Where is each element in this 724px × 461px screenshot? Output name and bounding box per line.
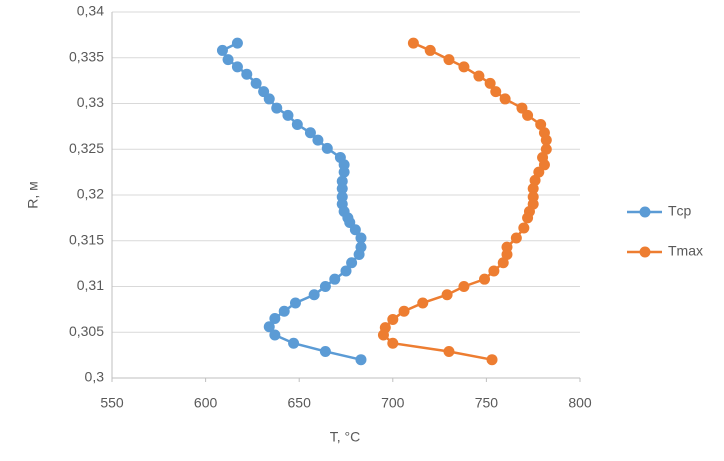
x-axis-label: T, °C bbox=[330, 429, 361, 445]
point bbox=[501, 248, 513, 260]
point bbox=[216, 44, 228, 56]
point bbox=[377, 329, 389, 341]
point bbox=[355, 232, 367, 244]
point bbox=[527, 183, 539, 195]
point bbox=[263, 321, 275, 333]
y-tick-label: 0,34 bbox=[77, 3, 104, 19]
point bbox=[231, 61, 243, 73]
point bbox=[291, 119, 303, 131]
x-tick-label: 600 bbox=[194, 395, 218, 411]
point bbox=[529, 174, 541, 186]
point bbox=[222, 54, 234, 66]
point bbox=[231, 37, 243, 49]
point bbox=[522, 109, 534, 121]
point bbox=[355, 354, 367, 366]
point bbox=[346, 257, 358, 269]
point bbox=[282, 109, 294, 121]
point bbox=[353, 248, 365, 260]
x-tick-label: 800 bbox=[568, 395, 592, 411]
y-tick-label: 0,33 bbox=[77, 94, 104, 110]
point bbox=[349, 224, 361, 236]
point bbox=[269, 329, 281, 341]
y-tick-label: 0,31 bbox=[77, 277, 104, 293]
point bbox=[241, 68, 253, 80]
point bbox=[319, 345, 331, 357]
point bbox=[458, 281, 470, 292]
point bbox=[289, 297, 301, 309]
point bbox=[479, 273, 491, 285]
point bbox=[250, 77, 262, 89]
point bbox=[441, 289, 453, 301]
point bbox=[499, 93, 511, 105]
y-tick-label: 0,325 bbox=[69, 140, 104, 156]
point bbox=[321, 142, 333, 154]
x-tick-label: 750 bbox=[475, 395, 499, 411]
point bbox=[319, 281, 331, 292]
point bbox=[540, 134, 552, 146]
point bbox=[417, 297, 429, 309]
point bbox=[288, 337, 300, 349]
point bbox=[263, 93, 275, 105]
point bbox=[271, 102, 283, 114]
point bbox=[329, 273, 341, 285]
y-tick-label: 0,305 bbox=[69, 323, 104, 339]
point bbox=[522, 212, 534, 224]
y-tick-label: 0,335 bbox=[69, 48, 104, 64]
point bbox=[443, 54, 455, 66]
legend-label: Tср bbox=[668, 203, 692, 219]
point bbox=[540, 143, 552, 155]
point bbox=[473, 70, 485, 82]
point bbox=[488, 265, 500, 277]
point bbox=[336, 183, 348, 195]
y-tick-label: 0,32 bbox=[77, 186, 104, 202]
x-tick-label: 700 bbox=[381, 395, 405, 411]
legend-marker bbox=[639, 246, 651, 258]
point bbox=[269, 313, 281, 325]
point bbox=[338, 166, 350, 178]
point bbox=[340, 265, 352, 277]
point bbox=[535, 119, 547, 131]
point bbox=[387, 313, 399, 325]
point bbox=[443, 345, 455, 357]
x-tick-label: 650 bbox=[288, 395, 312, 411]
point bbox=[518, 222, 530, 234]
legend-label: Tmax bbox=[668, 243, 703, 259]
point bbox=[484, 77, 496, 89]
point bbox=[387, 337, 399, 349]
point bbox=[407, 37, 419, 49]
point bbox=[486, 354, 498, 366]
point bbox=[490, 86, 502, 98]
y-tick-label: 0,315 bbox=[69, 231, 104, 247]
point bbox=[312, 134, 324, 146]
point bbox=[458, 61, 470, 73]
x-tick-label: 550 bbox=[100, 395, 124, 411]
point bbox=[398, 305, 410, 317]
legend-marker bbox=[639, 206, 651, 218]
point bbox=[424, 44, 436, 56]
y-axis-label: R, м bbox=[25, 181, 41, 209]
point bbox=[304, 127, 316, 139]
point bbox=[308, 289, 320, 301]
point bbox=[278, 305, 290, 317]
point bbox=[497, 257, 509, 269]
point bbox=[510, 232, 522, 244]
y-tick-label: 0,3 bbox=[85, 369, 105, 385]
point bbox=[533, 166, 545, 178]
